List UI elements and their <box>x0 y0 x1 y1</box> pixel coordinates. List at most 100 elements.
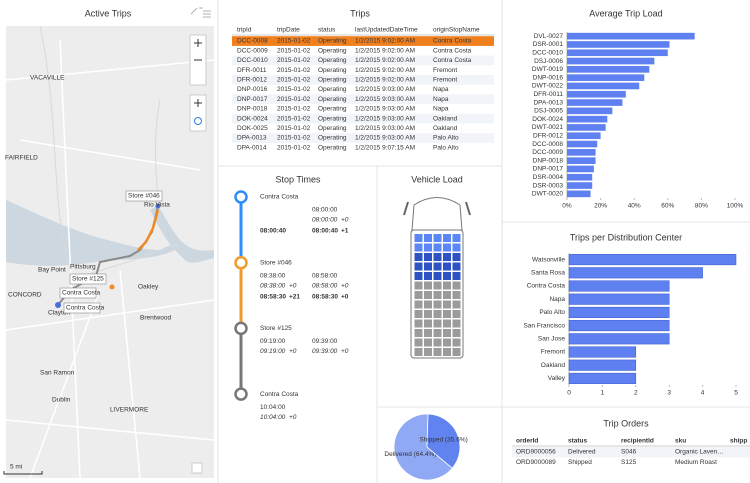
table-cell: Palo Alto <box>433 144 459 151</box>
y-tick-label: San Francisco <box>523 322 565 329</box>
time-delta: +1 <box>341 228 349 235</box>
y-tick-label: DSJ-0005 <box>534 108 563 115</box>
load-cell <box>433 272 442 280</box>
y-tick-label: DFR-0012 <box>533 132 563 139</box>
map-marker[interactable] <box>55 302 61 308</box>
bar[interactable] <box>567 82 640 90</box>
load-cell <box>414 272 423 280</box>
map-button[interactable] <box>191 462 203 474</box>
lasso-icon[interactable] <box>194 117 202 125</box>
y-tick-label: Santa Rosa <box>531 270 565 277</box>
column-header: recipientId <box>621 438 654 445</box>
bar[interactable] <box>568 293 670 305</box>
load-cell <box>424 272 432 280</box>
load-cell <box>424 262 432 271</box>
x-tick-label: 40% <box>628 203 641 210</box>
bar[interactable] <box>567 90 626 98</box>
load-cell <box>414 348 423 356</box>
column-header: tripId <box>237 27 252 34</box>
table-cell: 2015-01-02 <box>277 125 311 132</box>
place-label: CONCORD <box>8 292 42 299</box>
y-tick-label: Palo Alto <box>539 309 565 316</box>
timeline-node <box>234 190 248 204</box>
bar[interactable] <box>567 140 598 148</box>
table-cell: 1/2/2015 9:02:00 AM <box>355 77 415 84</box>
load-cell <box>414 243 423 252</box>
y-tick-label: DSR-0003 <box>533 182 564 189</box>
pie-slice[interactable] <box>426 413 461 469</box>
zoom-icons[interactable] <box>194 39 202 61</box>
table-cell: 2015-01-02 <box>277 57 311 64</box>
row-stripe <box>232 75 494 85</box>
bar[interactable] <box>567 132 601 140</box>
y-tick-label: DVL-0027 <box>534 33 564 40</box>
marker-label-box <box>125 190 163 202</box>
bar[interactable] <box>568 306 670 318</box>
table-cell: 2015-01-02 <box>277 47 311 54</box>
bar[interactable] <box>567 182 593 189</box>
bar[interactable] <box>567 57 655 65</box>
bar[interactable] <box>567 32 695 40</box>
bar[interactable] <box>567 124 606 131</box>
bar[interactable] <box>568 280 670 292</box>
bar[interactable] <box>567 107 613 115</box>
load-cell <box>424 300 432 309</box>
bar[interactable] <box>568 254 737 266</box>
bar[interactable] <box>568 320 670 332</box>
table-cell: 2015-01-02 <box>277 38 311 45</box>
table-cell: Operating <box>318 57 347 64</box>
bar[interactable] <box>567 99 623 106</box>
table-cell: DOK-0024 <box>237 115 268 122</box>
map-marker[interactable] <box>109 284 115 290</box>
load-cell <box>443 319 451 328</box>
table-cell: 1/2/2015 9:03:00 AM <box>355 125 415 132</box>
load-cell <box>452 348 461 356</box>
place-label: VACAVILLE <box>30 75 65 82</box>
time-delta: +0 <box>341 217 349 224</box>
chart-title: Trips per Distribution Center <box>570 232 682 242</box>
bar[interactable] <box>568 359 637 371</box>
table-cell: 2015-01-02 <box>277 144 311 151</box>
load-cell <box>433 300 442 309</box>
bar[interactable] <box>568 267 703 279</box>
load-cell <box>443 338 451 347</box>
place-label: Pittsburg <box>70 264 96 271</box>
load-cell <box>452 234 461 242</box>
pie-slice[interactable] <box>393 413 453 481</box>
table-cell: Operating <box>318 106 347 113</box>
bar[interactable] <box>567 41 670 48</box>
bar[interactable] <box>567 49 668 57</box>
row-highlight[interactable] <box>232 36 494 46</box>
stop-time: 08:58:00 <box>312 272 338 279</box>
timeline-node <box>234 255 248 270</box>
bar[interactable] <box>568 346 637 358</box>
bar[interactable] <box>567 66 650 73</box>
scale-bar <box>3 471 43 475</box>
table-cell: 2015-01-02 <box>277 86 311 93</box>
bar[interactable] <box>567 149 596 156</box>
bar[interactable] <box>567 173 593 181</box>
panel-icons[interactable] <box>190 7 211 18</box>
table-cell: 1/2/2015 9:07:15 AM <box>355 144 415 151</box>
place-label: Brentwood <box>140 315 171 322</box>
table-cell: Oakland <box>433 115 458 122</box>
bar[interactable] <box>567 74 645 81</box>
stop-name: Contra Costa <box>260 391 299 398</box>
bar[interactable] <box>567 165 594 173</box>
bar[interactable] <box>567 157 596 164</box>
column-header: status <box>318 27 336 34</box>
bar[interactable] <box>567 190 591 198</box>
bar[interactable] <box>568 372 637 384</box>
pie-label: Delivered (64.4%) <box>384 451 436 458</box>
table-cell: 1/2/2015 9:03:00 AM <box>355 86 415 93</box>
table-cell: Delivered <box>568 449 596 456</box>
map-marker[interactable] <box>155 203 161 209</box>
bar[interactable] <box>567 115 608 123</box>
load-cell <box>452 291 461 299</box>
load-cell <box>424 234 432 242</box>
load-cell <box>433 262 442 271</box>
pan-icon[interactable] <box>194 99 202 107</box>
table-cell: S125 <box>621 459 637 466</box>
bar[interactable] <box>568 333 670 345</box>
